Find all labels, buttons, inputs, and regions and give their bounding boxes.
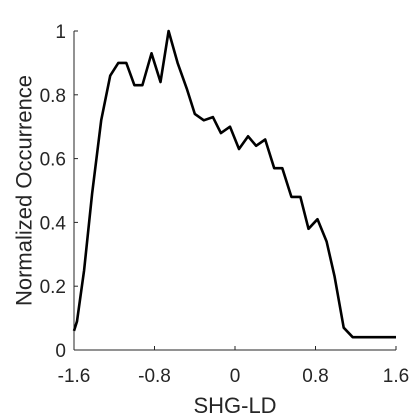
x-tick-label: 0 <box>230 366 241 387</box>
y-tick-label: 0 <box>55 341 66 362</box>
series-line <box>72 29 396 339</box>
x-tick-label: -1.6 <box>58 366 91 387</box>
x-tick-label: 1.6 <box>383 366 409 387</box>
tick-labels: -1.6 -0.8 0 0.8 1.6 0 0.2 0.4 0.6 0.8 1 <box>40 22 410 387</box>
y-axis-title: Normalized Occurrence <box>12 75 37 306</box>
y-tick-label: 0.8 <box>40 86 66 107</box>
axes <box>73 31 396 351</box>
y-tick-label: 0.2 <box>40 277 66 298</box>
x-tick-label: 0.8 <box>302 366 328 387</box>
y-tick-label: 1 <box>55 22 66 43</box>
x-tick-label: -0.8 <box>138 366 171 387</box>
x-axis-title: SHG-LD <box>193 393 276 418</box>
y-tick-label: 0.4 <box>40 213 67 234</box>
tick-marks <box>73 30 397 351</box>
y-tick-label: 0.6 <box>40 150 66 171</box>
